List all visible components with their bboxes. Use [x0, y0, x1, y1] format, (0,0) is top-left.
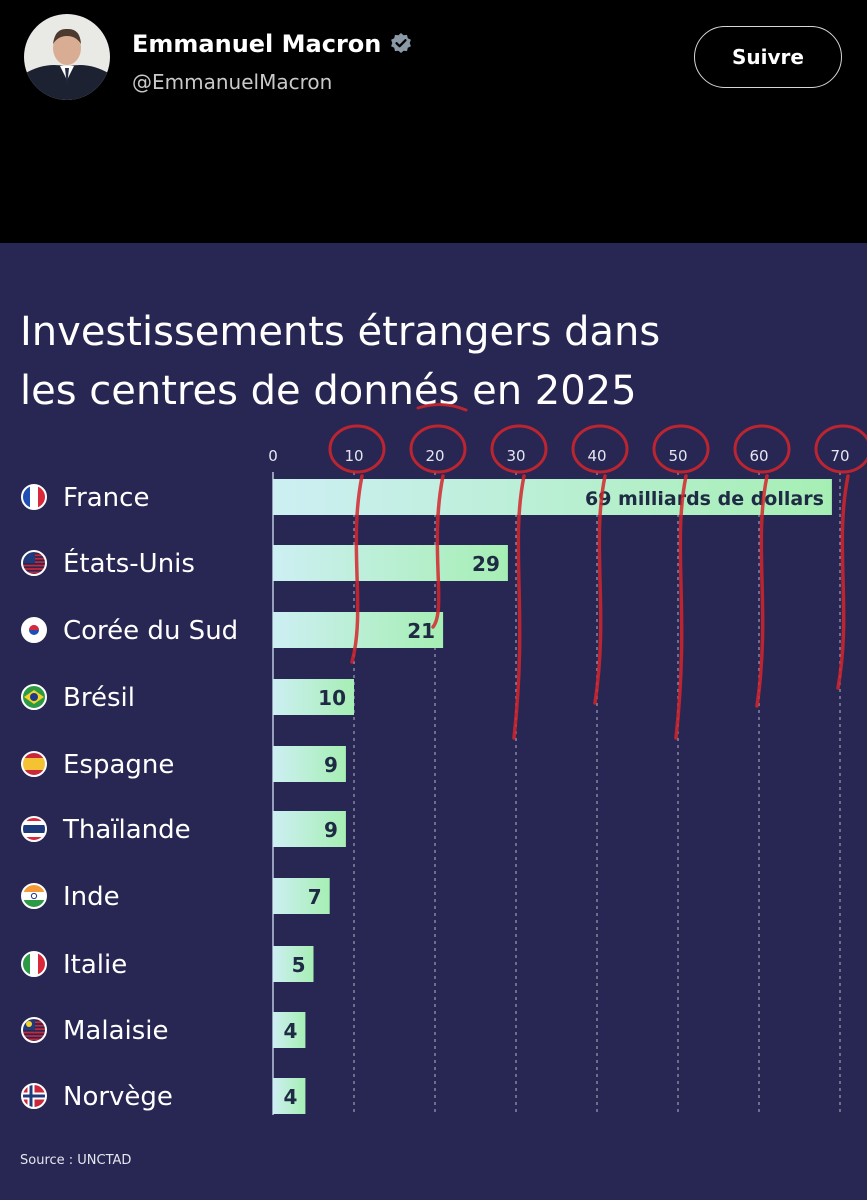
annotation-circle: [733, 424, 791, 474]
data-label: 4: [283, 1019, 297, 1043]
flag-icon: [21, 684, 47, 710]
annotation-stroke: [416, 403, 468, 412]
bar-1: [273, 545, 508, 581]
category-label: Norvège: [63, 1082, 173, 1112]
author-row: Emmanuel Macron: [132, 30, 413, 58]
follow-button[interactable]: Suivre: [694, 26, 842, 88]
flag-icon: [21, 1017, 47, 1043]
annotation-circle: [409, 424, 467, 474]
category-label: France: [63, 483, 149, 513]
chart-title-line-1: Investissements étrangers dans: [20, 309, 660, 355]
annotation-stroke: [593, 474, 607, 705]
annotation-circle: [814, 424, 867, 474]
annotation-circle: [571, 424, 629, 474]
x-tick-label: 20: [425, 447, 444, 465]
x-tick-label: 10: [344, 447, 363, 465]
flag-icon: [21, 816, 47, 842]
verified-badge-icon: [391, 33, 412, 53]
flag-icon: [21, 951, 47, 977]
category-label: Malaisie: [63, 1016, 169, 1046]
category-label: Brésil: [63, 683, 135, 713]
flag-icon: [21, 484, 47, 510]
data-label: 69 milliards de dollars: [585, 488, 824, 510]
category-label: Italie: [63, 950, 127, 980]
bar-5: [273, 811, 346, 847]
data-label: 21: [407, 619, 435, 643]
annotation-stroke: [674, 474, 688, 740]
x-tick-label: 50: [668, 447, 687, 465]
data-label: 29: [472, 552, 500, 576]
flag-icon: [21, 617, 47, 643]
annotation-stroke: [512, 474, 526, 740]
bar-3: [273, 679, 354, 715]
category-label: Espagne: [63, 750, 174, 780]
x-tick-label: 40: [587, 447, 606, 465]
author-name[interactable]: Emmanuel Macron: [132, 30, 382, 58]
flag-icon: [21, 883, 47, 909]
red-annotation-marks: [328, 403, 867, 740]
flag-icon: [21, 550, 47, 576]
chart-source: Source : UNCTAD: [20, 1153, 131, 1168]
annotation-circle: [490, 424, 548, 474]
data-label: 9: [324, 753, 338, 777]
flag-icon: [21, 751, 47, 777]
x-tick-label: 60: [749, 447, 768, 465]
flag-icon: [21, 1083, 47, 1109]
data-label: 10: [318, 686, 346, 710]
annotation-stroke: [350, 474, 364, 664]
x-tick-label: 70: [830, 447, 849, 465]
bar-7: [273, 946, 314, 982]
author-handle[interactable]: @EmmanuelMacron: [132, 70, 333, 94]
annotation-circle: [652, 424, 710, 474]
x-tick-label: 0: [268, 447, 278, 465]
category-label: États-Unis: [63, 547, 195, 579]
category-label: Thaïlande: [62, 815, 191, 845]
annotation-stroke: [755, 474, 769, 708]
data-label: 9: [324, 818, 338, 842]
category-label: Inde: [63, 882, 120, 912]
annotation-stroke: [431, 474, 445, 629]
annotation-circle: [328, 424, 386, 474]
bar-0: [273, 479, 832, 515]
bar-8: [273, 1012, 306, 1048]
data-label: 7: [308, 885, 322, 909]
bar-6: [273, 878, 330, 914]
chart-panel: [0, 243, 867, 1200]
category-label: Corée du Sud: [63, 616, 238, 646]
annotation-stroke: [836, 474, 850, 690]
x-tick-label: 30: [506, 447, 525, 465]
avatar[interactable]: [24, 14, 110, 100]
bar-4: [273, 746, 346, 782]
data-label: 5: [292, 953, 306, 977]
chart-title-line-2: les centres de donnés en 2025: [20, 368, 637, 414]
tweet-header: Emmanuel Macron @EmmanuelMacron Suivre: [0, 0, 867, 243]
data-label: 4: [283, 1085, 297, 1109]
bar-9: [273, 1078, 306, 1114]
